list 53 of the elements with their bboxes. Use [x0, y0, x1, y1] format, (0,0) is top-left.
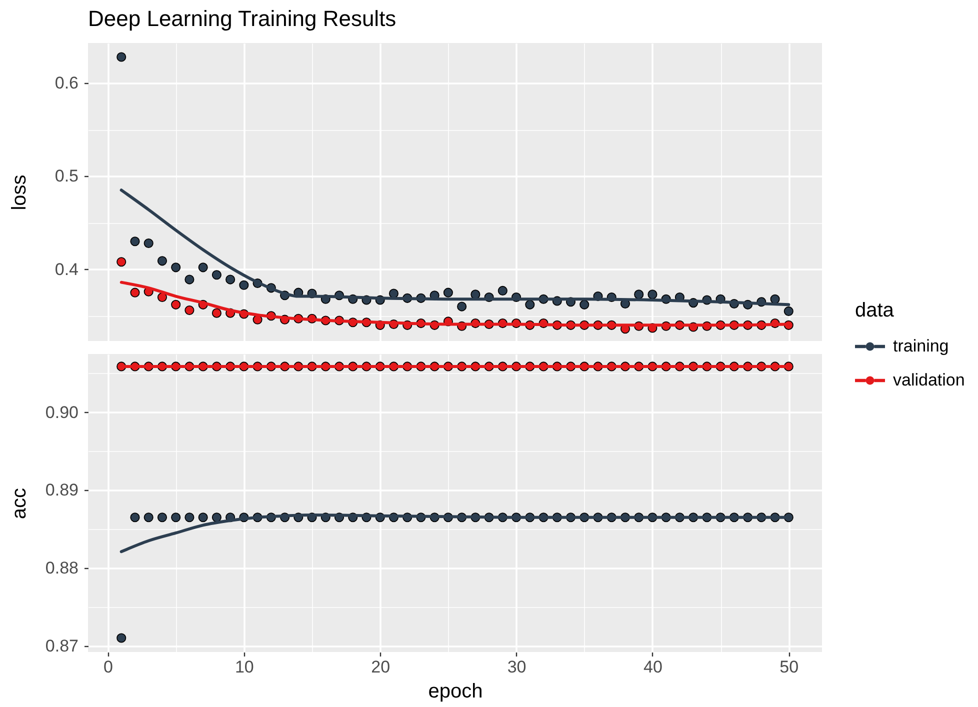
- legend-label: validation: [893, 370, 965, 390]
- point: [212, 308, 222, 318]
- point: [116, 257, 126, 267]
- y-tick-label: 0.89: [45, 480, 78, 500]
- point: [184, 512, 194, 522]
- point: [116, 633, 126, 643]
- x-tick-label: 0: [104, 658, 113, 676]
- y-tick-label: 0.4: [54, 260, 78, 279]
- y-axis-title: loss: [8, 174, 30, 210]
- y-tick-label: 0.90: [45, 402, 78, 422]
- point: [784, 306, 794, 316]
- chart-title: Deep Learning Training Results: [88, 6, 396, 31]
- point: [157, 256, 167, 266]
- point: [116, 52, 126, 62]
- point: [634, 290, 644, 300]
- x-tick-label: 20: [371, 658, 390, 676]
- y-tick-label: 0.88: [45, 558, 78, 578]
- point: [198, 512, 208, 522]
- x-tick-label: 40: [643, 658, 662, 676]
- legend-label: training: [893, 336, 949, 356]
- y-tick-label: 0.6: [54, 74, 78, 93]
- x-tick-label: 10: [234, 658, 254, 676]
- point: [157, 292, 167, 302]
- point: [388, 288, 398, 298]
- x-tick-label: 50: [780, 658, 799, 676]
- point: [171, 262, 181, 272]
- point: [226, 274, 236, 284]
- point: [130, 288, 140, 298]
- y-tick-label: 0.5: [54, 166, 78, 186]
- point: [498, 286, 508, 296]
- point: [239, 280, 249, 290]
- point: [171, 300, 181, 310]
- point: [212, 270, 222, 280]
- legend-title: data: [855, 300, 895, 322]
- point: [144, 512, 154, 522]
- point: [457, 302, 467, 312]
- point: [443, 288, 453, 298]
- point: [212, 512, 222, 522]
- y-axis-title: acc: [8, 488, 30, 520]
- point: [525, 300, 535, 310]
- point: [184, 305, 194, 316]
- x-axis-title: epoch: [428, 680, 483, 702]
- point: [157, 512, 167, 522]
- point: [130, 236, 140, 246]
- point: [130, 512, 140, 522]
- point: [144, 238, 154, 248]
- x-tick-label: 30: [507, 658, 526, 676]
- point: [198, 262, 208, 272]
- point: [648, 290, 658, 300]
- point: [580, 300, 590, 310]
- point: [171, 512, 181, 522]
- y-tick-label: 0.87: [45, 636, 78, 656]
- point: [184, 274, 194, 284]
